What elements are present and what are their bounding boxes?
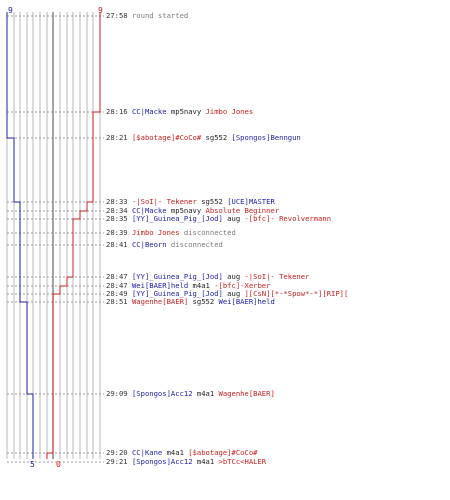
event-text: Wagenhe[BAER] [218,389,275,398]
event-text: sg552 [188,297,219,306]
event-text: round started [131,11,189,20]
event-text: [$abotage]#CoCo# [188,448,258,457]
red-team-alive-line [46,12,101,459]
event-text: Jimbo Jones [205,107,254,116]
player-lane-grid [6,12,101,459]
event-text: [Spongos]Benngun [231,133,301,142]
event-row: 28:39 Jimbo Jones disconnected [106,228,236,238]
event-text: m4a1 [192,389,219,398]
event-text: aug [222,289,245,298]
event-row: 28:51 Wagenhe[BAER] sg552 Wei[BAER]held [106,297,275,307]
event-text: sg552 [196,197,228,206]
event-text: aug [222,214,245,223]
event-time: 28:35 [106,214,132,223]
event-row: 29:21 [Spongos]Acc12 m4a1 >bTCc<HALER [106,457,266,467]
event-row: 28:47 [YY]_Guinea_Pig_[Jod] aug -|SoI|- … [106,272,309,282]
event-row: 28:35 [YY]_Guinea_Pig_[Jod] aug -[bfc]- … [106,214,331,224]
event-text: Wei[BAER]held [218,297,275,306]
event-text: Jimbo Jones [131,228,180,237]
event-text: Wagenhe[BAER] [131,297,189,306]
event-time: 28:41 [106,240,132,249]
event-text: [Spongos]Acc12 [131,389,193,398]
event-time: 28:16 [106,107,132,116]
event-text: disconnected [166,240,223,249]
event-text: -[bfc]-Xerber [214,281,271,290]
event-time: 28:21 [106,133,132,142]
event-time: 28:51 [106,297,132,306]
event-row: 28:47 Wei[BAER]held m4a1 -[bfc]-Xerber [106,281,270,291]
blue-end-count: 5 [30,460,35,469]
event-row: 28:16 CC|Macke mp5navy Jimbo Jones [106,107,253,117]
event-text: >bTCc<HALER [218,457,267,466]
event-text: [YY]_Guinea_Pig_[Jod] [131,214,223,223]
event-text: -[bfc]- Revolvermann [244,214,332,223]
event-time: 28:34 [106,206,132,215]
event-time: 29:20 [106,448,132,457]
event-time: 28:47 [106,281,132,290]
event-time: 28:39 [106,228,132,237]
red-start-count: 9 [98,6,103,15]
event-text: Absolute Beginner [205,206,280,215]
event-time: 29:21 [106,457,132,466]
event-row: 28:33 -|SoI|- Tekener sg552 [UCE]MASTER [106,197,275,207]
event-text: disconnected [179,228,236,237]
event-text: ][CsN][*-*Spow*-*][RIP][ [244,289,349,298]
event-text: aug [222,272,245,281]
event-row: 29:20 CC|Kane m4a1 [$abotage]#CoCo# [106,448,257,458]
red-end-count: 0 [56,460,61,469]
event-text: m4a1 [162,448,189,457]
event-text: [$abotage]#CoCo# [131,133,202,142]
event-row: 29:09 [Spongos]Acc12 m4a1 Wagenhe[BAER] [106,389,275,399]
event-row: 27:58 round started [106,11,188,21]
event-text: sg552 [201,133,232,142]
event-text: m4a1 [188,281,215,290]
event-text: CC|Beorn [131,240,167,249]
event-text: mp5navy [166,107,206,116]
event-text: mp5navy [166,206,206,215]
event-time: 29:09 [106,389,132,398]
event-text: CC|Kane [131,448,163,457]
event-time: 27:58 [106,11,132,20]
blue-start-count: 9 [8,6,13,15]
event-text: -|SoI|- Tekener [131,197,197,206]
event-text: [Spongos]Acc12 [131,457,193,466]
event-time: 28:33 [106,197,132,206]
event-text: m4a1 [192,457,219,466]
event-row: 28:21 [$abotage]#CoCo# sg552 [Spongos]Be… [106,133,301,143]
event-time: 28:47 [106,272,132,281]
event-text: CC|Macke [131,107,167,116]
event-text: Wei[BAER]held [131,281,189,290]
event-text: CC|Macke [131,206,167,215]
event-time: 28:49 [106,289,132,298]
blue-team-alive-line [6,12,34,459]
event-text: [YY]_Guinea_Pig_[Jod] [131,272,223,281]
event-row: 28:41 CC|Beorn disconnected [106,240,223,250]
event-text: [UCE]MASTER [227,197,275,206]
event-row: 28:34 CC|Macke mp5navy Absolute Beginner [106,206,279,216]
event-text: [YY]_Guinea_Pig_[Jod] [131,289,223,298]
event-row: 28:49 [YY]_Guinea_Pig_[Jod] aug ][CsN][*… [106,289,348,299]
event-text: -|SoI|- Tekener [244,272,310,281]
